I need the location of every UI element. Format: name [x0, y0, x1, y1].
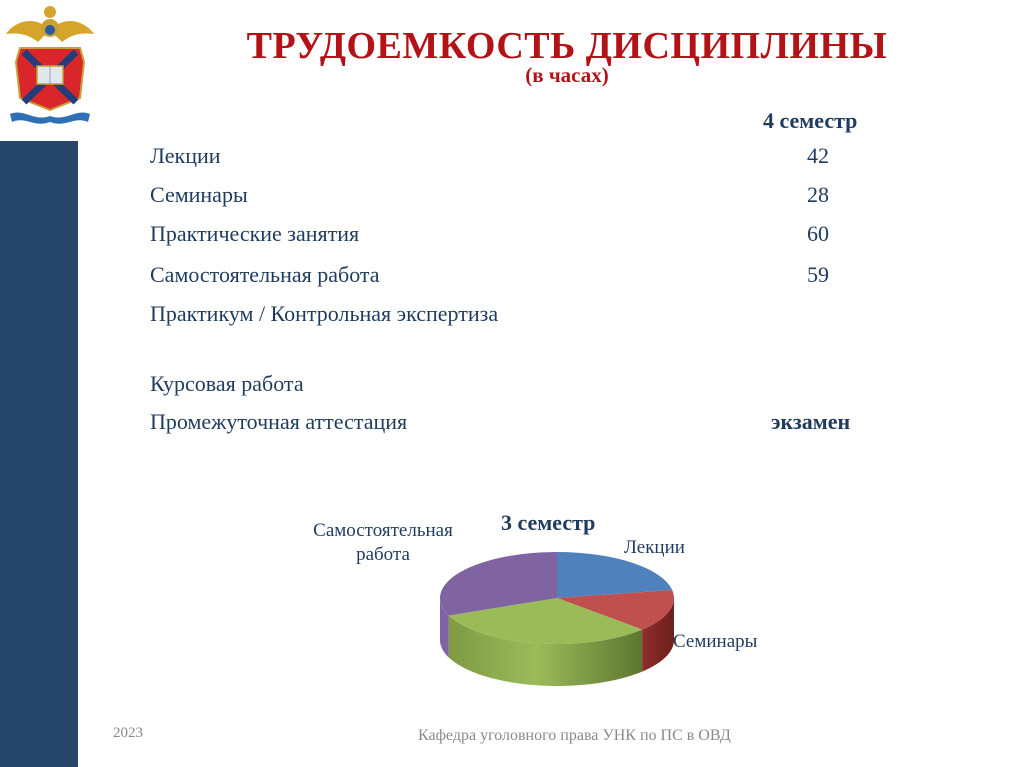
pie-label-seminars: Семинары: [673, 631, 758, 652]
row-value-self-work: 59: [807, 262, 829, 287]
pie-slice-0: [557, 552, 673, 598]
pie-side-2: [448, 615, 643, 686]
row-label-coursework: Курсовая работа: [150, 371, 304, 396]
pie-label-self-work: Самостоятельная работа: [298, 519, 468, 567]
row-label-seminars: Семинары: [150, 182, 248, 207]
row-value-practical: 60: [807, 221, 829, 246]
pie-label-lectures: Лекции: [624, 537, 685, 558]
row-label-self-work: Самостоятельная работа: [150, 262, 380, 287]
page-subtitle: (в часах): [525, 63, 609, 87]
pie-slice-1: [557, 590, 674, 630]
row-label-assessment: Промежуточная аттестация: [150, 409, 408, 434]
footer-department: Кафедра уголовного права УНК по ПС в ОВД: [418, 727, 731, 744]
semester-column-header: 4 семестр: [763, 108, 858, 133]
row-label-practicum: Практикум / Контрольная экспертиза: [150, 301, 499, 326]
row-value-seminars: 28: [807, 182, 829, 207]
pie-side-3: [440, 598, 449, 658]
pie-label-self-work-line1: Самостоятельная: [313, 520, 453, 541]
row-label-lectures: Лекции: [150, 143, 221, 168]
row-label-practical: Практические занятия: [150, 221, 360, 246]
chart-title: 3 семестр: [501, 510, 596, 535]
row-value-lectures: 42: [807, 143, 829, 168]
pie-slice-3: [440, 552, 557, 616]
page-title: ТРУДОЕМКОСТЬ ДИСЦИПЛИНЫ: [246, 25, 888, 67]
pie-label-self-work-line2: работа: [356, 544, 410, 565]
row-value-assessment: экзамен: [771, 409, 851, 434]
footer-year: 2023: [113, 725, 143, 741]
pie-chart: [440, 552, 674, 686]
pie-side-1: [642, 598, 674, 672]
sidebar-strip: [0, 141, 78, 767]
police-academy-emblem-icon: [6, 6, 94, 124]
pie-slice-2: [448, 598, 643, 644]
